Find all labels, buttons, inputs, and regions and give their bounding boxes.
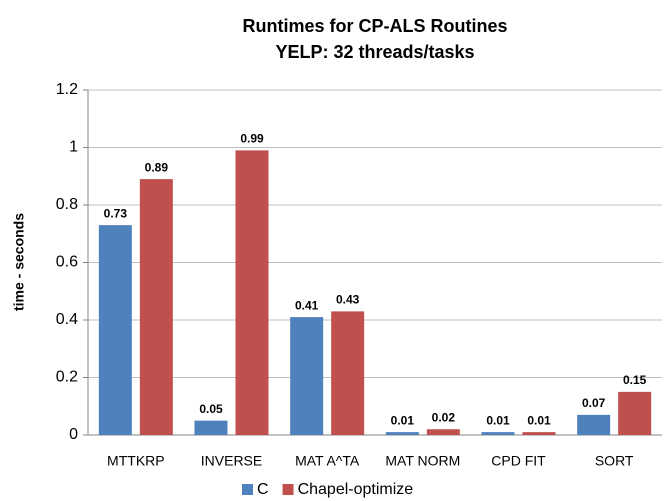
y-tick-label: 1: [69, 139, 78, 156]
y-tick-label: 0.2: [56, 369, 78, 386]
x-tick-label: INVERSE: [201, 453, 262, 469]
data-label: 0.01: [391, 413, 415, 427]
y-tick-label: 0.6: [56, 254, 78, 271]
x-tick-label: MAT A^TA: [295, 453, 360, 469]
bar: [290, 317, 324, 435]
bar: [426, 429, 460, 435]
y-tick-label: 0: [69, 426, 78, 443]
data-label: 0.89: [145, 160, 169, 174]
data-label: 0.01: [486, 413, 510, 427]
data-label: 0.07: [582, 396, 606, 410]
x-tick-label: MAT NORM: [385, 453, 460, 469]
bar: [618, 391, 652, 435]
x-tick-label: SORT: [595, 453, 634, 469]
legend-swatch: [242, 484, 253, 495]
bar: [98, 225, 132, 435]
bar: [385, 432, 419, 435]
data-label: 0.43: [336, 293, 360, 307]
bar: [577, 414, 611, 435]
legend-label: Chapel-optimize: [298, 481, 414, 498]
y-axis-label: time - seconds: [11, 213, 27, 311]
data-label: 0.73: [104, 206, 128, 220]
legend-swatch: [282, 484, 294, 495]
data-label: 0.05: [199, 402, 223, 416]
data-label: 0.01: [527, 413, 551, 427]
y-tick-label: 1.2: [56, 81, 78, 98]
chart-subtitle: YELP: 32 threads/tasks: [275, 42, 474, 62]
data-label: 0.15: [623, 373, 647, 387]
data-label: 0.41: [295, 298, 319, 312]
y-tick-label: 0.8: [56, 196, 78, 213]
bar: [139, 179, 173, 435]
x-tick-label: MTTKRP: [107, 453, 165, 469]
bar: [331, 311, 365, 435]
bar: [481, 432, 515, 435]
legend-label: C: [257, 481, 269, 498]
chart-title: Runtimes for CP-ALS Routines: [242, 16, 507, 36]
y-tick-label: 0.4: [56, 311, 78, 328]
bar: [522, 432, 556, 435]
bar: [194, 420, 228, 435]
x-tick-label: CPD FIT: [491, 453, 546, 469]
data-label: 0.02: [432, 410, 456, 424]
data-label: 0.99: [240, 132, 264, 146]
bar: [235, 150, 269, 435]
